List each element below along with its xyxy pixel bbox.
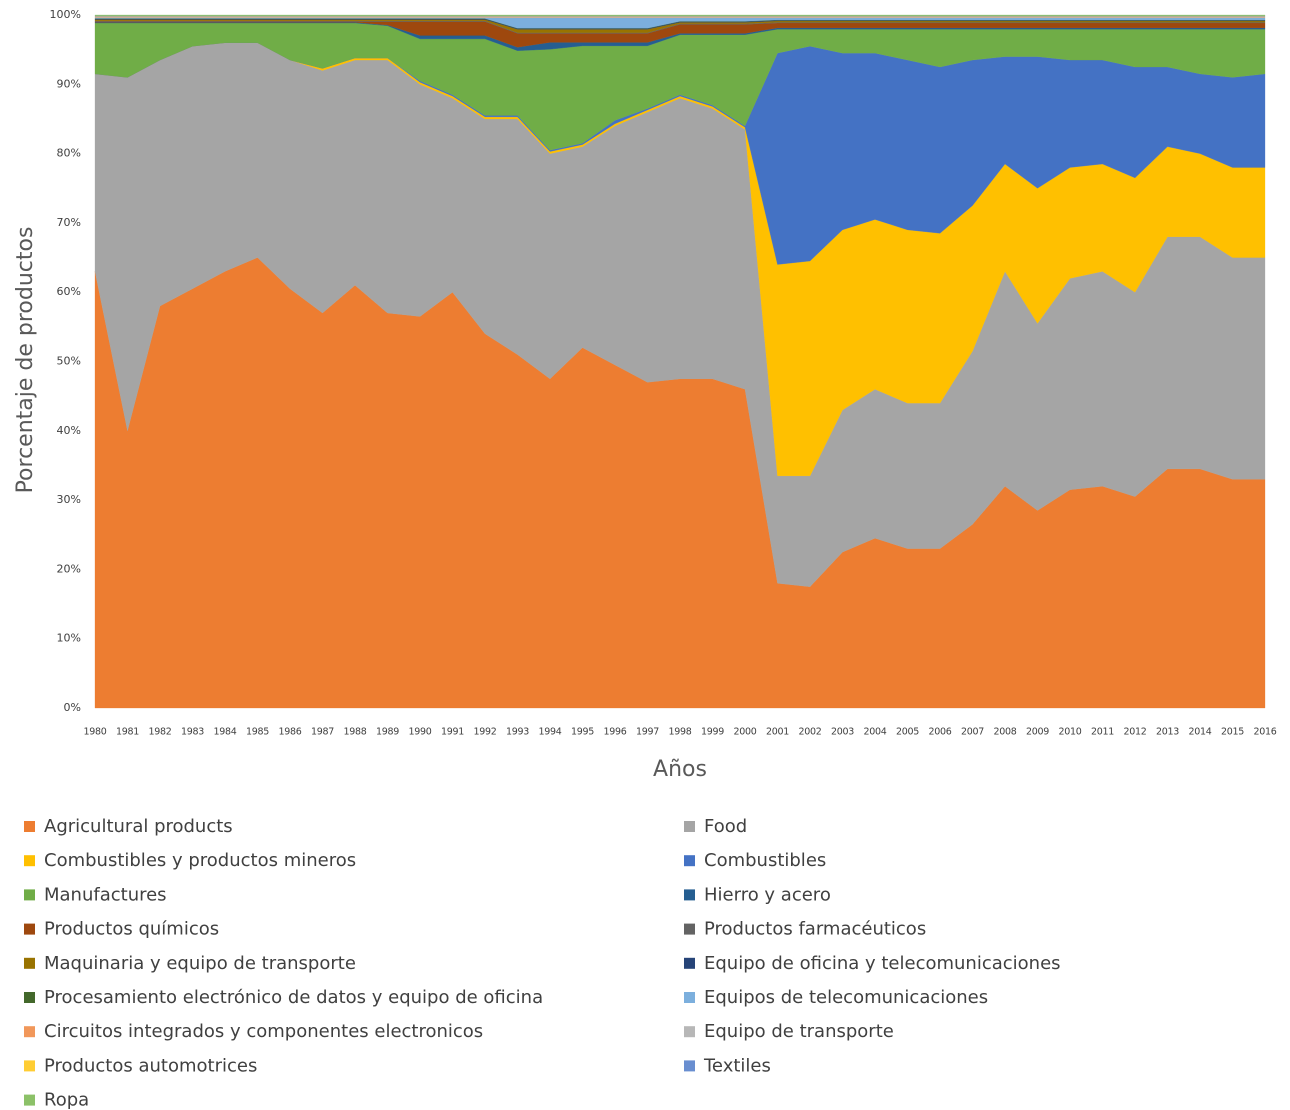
legend-label: Hierro y acero — [704, 884, 831, 905]
x-tick-label: 2011 — [1091, 727, 1114, 738]
x-tick-label: 1982 — [149, 727, 172, 738]
x-tick-label: 1993 — [506, 727, 529, 738]
legend-label: Productos farmacéuticos — [704, 919, 926, 940]
y-tick-label: 30% — [57, 493, 81, 506]
legend-label: Equipo de oficina y telecomunicaciones — [704, 953, 1061, 974]
legend-label: Procesamiento electrónico de datos y equ… — [44, 987, 543, 1008]
legend-label: Circuitos integrados y componentes elect… — [44, 1021, 483, 1042]
x-tick-label: 1983 — [181, 727, 204, 738]
x-tick-label: 2001 — [766, 727, 789, 738]
x-tick-label: 1986 — [279, 727, 302, 738]
x-tick-label: 1988 — [344, 727, 367, 738]
x-tick-label: 2000 — [734, 727, 757, 738]
legend-swatch — [24, 1094, 35, 1106]
x-tick-label: 1980 — [84, 727, 107, 738]
x-tick-label: 2012 — [1124, 727, 1147, 738]
x-tick-label: 1985 — [246, 727, 269, 738]
legend-swatch — [24, 1060, 35, 1072]
y-tick-label: 90% — [57, 77, 81, 90]
x-tick-label: 2009 — [1026, 727, 1049, 738]
legend-label: Maquinaria y equipo de transporte — [44, 953, 356, 974]
y-tick-label: 10% — [57, 632, 81, 645]
x-tick-label: 1997 — [636, 727, 659, 738]
x-tick-label: 1990 — [409, 727, 432, 738]
x-tick-label: 2010 — [1059, 727, 1082, 738]
x-tick-label: 1989 — [376, 727, 399, 738]
y-tick-label: 0% — [64, 701, 81, 714]
legend-swatch — [684, 992, 695, 1003]
legend-label: Manufactures — [44, 884, 167, 905]
x-tick-label: 2003 — [831, 727, 854, 738]
x-tick-label: 1994 — [539, 727, 562, 738]
legend-swatch — [24, 889, 35, 901]
y-tick-label: 50% — [57, 355, 81, 368]
x-tick-label: 2005 — [896, 727, 919, 738]
legend-swatch — [684, 1026, 695, 1038]
x-tick-label: 1981 — [116, 727, 139, 738]
legend-swatch — [24, 821, 35, 832]
legend-label: Textiles — [703, 1055, 771, 1076]
legend-label: Equipo de transporte — [704, 1021, 894, 1042]
legend-label: Agricultural products — [44, 816, 233, 837]
legend-label: Ropa — [44, 1090, 89, 1110]
legend-label: Productos automotrices — [44, 1055, 257, 1076]
legend-swatch — [684, 855, 695, 867]
x-tick-label: 2004 — [864, 727, 887, 738]
x-tick-label: 1987 — [311, 727, 334, 738]
x-tick-label: 1996 — [604, 727, 627, 738]
y-tick-label: 20% — [57, 562, 81, 575]
x-tick-label: 2008 — [994, 727, 1017, 738]
area — [94, 14, 1266, 16]
x-axis-title: Años — [653, 757, 707, 782]
x-tick-label: 2007 — [961, 727, 984, 738]
legend-swatch — [24, 992, 35, 1003]
legend-swatch — [24, 923, 35, 935]
x-tick-label: 2015 — [1221, 727, 1244, 738]
y-tick-label: 80% — [57, 147, 81, 160]
y-tick-label: 60% — [57, 285, 81, 298]
x-tick-label: 2016 — [1254, 727, 1277, 738]
legend-swatch — [684, 923, 695, 935]
legend-label: Equipos de telecomunicaciones — [704, 987, 988, 1008]
y-axis-title: Porcentaje de productos — [13, 227, 38, 494]
y-tick-label: 70% — [57, 216, 81, 229]
x-tick-label: 1991 — [441, 727, 464, 738]
x-tick-label: 2013 — [1156, 727, 1179, 738]
x-tick-label: 2002 — [799, 727, 822, 738]
legend-swatch — [684, 1060, 695, 1072]
x-tick-label: 2014 — [1189, 727, 1212, 738]
x-tick-label: 1999 — [701, 727, 724, 738]
legend-label: Combustibles y productos mineros — [44, 850, 356, 871]
x-tick-label: 1984 — [214, 727, 237, 738]
legend-label: Combustibles — [704, 850, 826, 871]
legend-swatch — [24, 957, 35, 969]
legend-swatch — [24, 1026, 35, 1038]
y-tick-label: 100% — [50, 8, 81, 21]
x-tick-label: 1995 — [571, 727, 594, 738]
legend-swatch — [684, 821, 695, 832]
legend-label: Food — [704, 816, 747, 837]
x-tick-label: 1992 — [474, 727, 497, 738]
y-tick-label: 40% — [57, 424, 81, 437]
legend-swatch — [684, 957, 695, 969]
legend-swatch — [24, 855, 35, 867]
x-tick-label: 2006 — [929, 727, 952, 738]
legend-swatch — [684, 889, 695, 901]
x-tick-label: 1998 — [669, 727, 692, 738]
legend-label: Productos químicos — [44, 919, 219, 940]
